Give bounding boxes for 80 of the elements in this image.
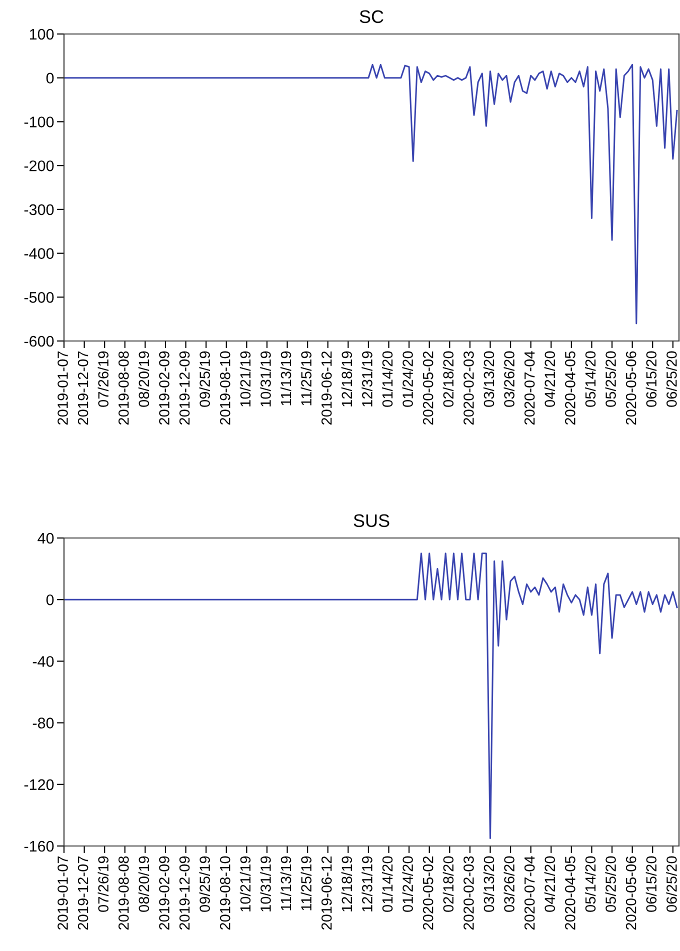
x-tick-label: 2020-05-06 [626,856,636,930]
y-tick-label: -40 [32,656,54,667]
x-tick-label: 06/25/20 [666,351,677,407]
x-tick-label: 2020-04-05 [565,856,576,930]
y-tick-label: -200 [24,160,54,172]
x-tick-label: 08/20/19 [138,351,150,407]
x-tick-label: 2019-12-07 [78,351,88,425]
line-series [64,552,678,840]
x-tick-label: 07/26/19 [98,856,109,912]
x-tick-label: 10/31/19 [260,856,271,912]
x-tick-label: 03/26/20 [504,856,514,912]
y-tick-label: -500 [24,292,54,303]
x-tick-label: 01/14/20 [382,351,393,407]
x-tick-label: 2020-05-02 [422,856,434,930]
x-tick-label: 05/25/20 [605,351,616,407]
x-tick-label: 2019-01-07 [58,856,68,930]
x-tick-label: 2020-02-03 [464,856,474,930]
x-tick-label: 12/31/19 [362,351,372,406]
y-tick-label: -600 [24,336,54,347]
x-tick-label: 2019-08-08 [118,856,129,930]
x-tick-label: 04/21/20 [544,351,556,407]
y-tick-label: -300 [24,204,54,216]
x-tick-label: 09/25/19 [199,351,210,407]
x-tick-label: 01/14/20 [382,856,393,912]
chart-title: SC [360,10,384,24]
x-tick-label: 03/13/20 [483,856,494,912]
x-tick-label: 2019-08-08 [118,351,129,425]
y-tick-label: 0 [46,72,54,84]
x-tick-label: 10/31/19 [260,351,271,406]
y-tick-label: -400 [24,248,54,259]
x-tick-label: 2019-02-09 [159,351,170,425]
x-tick-label: 12/31/19 [362,856,372,912]
x-tick-label: 2019-06-12 [321,351,332,425]
x-tick-label: 01/24/20 [402,351,413,407]
x-tick-label: 12/18/19 [341,351,352,406]
x-tick-label: 2019-12-09 [179,856,190,930]
x-tick-label: 10/21/19 [240,856,251,912]
x-tick-label: 06/15/20 [646,856,657,912]
x-tick-label: 11/13/19 [280,856,292,910]
x-tick-label: 2019-12-09 [179,351,190,425]
x-tick-label: 11/25/19 [300,856,312,910]
x-tick-label: 2020-04-05 [565,351,576,425]
x-tick-label: 2020-07-04 [524,856,535,930]
x-tick-label: 11/25/19 [300,351,312,406]
x-tick-label: 04/21/20 [544,856,556,912]
x-tick-label: 05/14/20 [584,351,596,407]
x-tick-label: 03/13/20 [483,351,494,407]
x-tick-label: 05/14/20 [584,856,596,912]
x-tick-label: 2020-02-03 [464,351,474,425]
line-series [64,64,678,324]
y-tick-label: 0 [46,594,54,606]
x-tick-label: 10/21/19 [240,351,251,406]
x-tick-label: 09/25/19 [199,856,210,912]
x-tick-label: 2019-06-12 [321,856,332,930]
x-tick-label: 12/18/19 [341,856,352,912]
x-tick-label: 2019-02-09 [159,856,170,930]
chart-title: SUS [354,514,390,528]
y-tick-label: -120 [24,779,54,790]
x-tick-label: 2019-01-07 [58,351,68,425]
x-tick-label: 06/25/20 [666,856,677,912]
x-tick-label: 03/26/20 [504,351,514,407]
x-tick-label: 02/18/20 [442,351,454,407]
x-tick-label: 2019-08-10 [220,351,230,425]
x-tick-label: 05/25/20 [605,856,616,912]
y-tick-label: -160 [24,840,54,852]
x-tick-label: 02/18/20 [442,856,454,912]
x-tick-label: 08/20/19 [138,856,150,912]
y-tick-label: 100 [30,28,54,40]
x-tick-label: 2020-07-04 [524,351,535,425]
x-tick-label: 07/26/19 [98,351,109,407]
x-tick-label: 2020-05-06 [626,351,636,425]
x-tick-label: 06/15/20 [646,351,657,407]
y-tick-label: -100 [24,116,54,128]
x-tick-label: 11/13/19 [280,351,292,406]
y-tick-label: -80 [32,718,54,728]
x-tick-label: 2019-08-10 [220,856,230,930]
y-tick-label: 40 [38,532,54,544]
x-tick-label: 2020-05-02 [422,351,434,425]
x-tick-label: 01/24/20 [402,856,413,912]
x-tick-label: 2019-12-07 [78,856,88,930]
